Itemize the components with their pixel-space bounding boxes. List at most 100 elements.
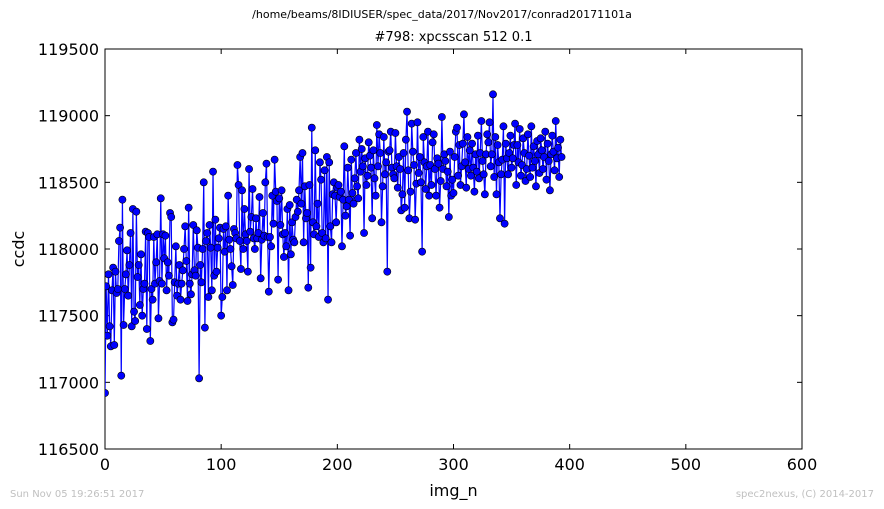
- data-point: [261, 178, 270, 187]
- data-point: [489, 90, 497, 99]
- data-point: [418, 247, 427, 256]
- data-point: [311, 146, 320, 155]
- data-point: [541, 127, 550, 136]
- y-tick-label: 116500: [38, 440, 99, 459]
- data-point: [338, 242, 346, 251]
- data-point: [391, 129, 400, 137]
- data-point: [381, 170, 389, 179]
- data-point: [336, 187, 345, 196]
- data-point: [316, 158, 324, 167]
- data-point: [115, 237, 123, 245]
- data-point: [408, 147, 417, 156]
- data-point: [116, 223, 124, 232]
- data-point: [550, 166, 559, 175]
- data-point: [419, 133, 428, 141]
- data-point: [371, 191, 380, 200]
- data-point: [214, 234, 223, 243]
- data-point: [303, 209, 312, 217]
- data-point: [262, 159, 271, 168]
- data-point: [324, 295, 332, 304]
- data-point: [204, 293, 213, 301]
- data-point: [557, 153, 566, 161]
- data-point: [428, 138, 437, 147]
- data-point: [171, 242, 180, 251]
- data-point: [399, 149, 408, 157]
- data-point: [191, 271, 200, 280]
- data-point: [379, 133, 388, 141]
- data-point: [413, 118, 422, 127]
- data-point: [111, 267, 120, 276]
- data-point: [142, 325, 151, 333]
- data-point: [146, 337, 155, 345]
- data-point: [198, 245, 207, 253]
- x-tick-label: 500: [671, 455, 702, 474]
- data-point: [513, 141, 522, 149]
- data-point: [306, 263, 315, 272]
- data-point: [542, 175, 551, 184]
- data-point: [410, 161, 418, 169]
- data-point: [485, 118, 494, 127]
- data-point: [453, 123, 461, 132]
- data-point: [267, 242, 276, 251]
- data-point: [105, 389, 109, 397]
- y-axis-label: ccdc: [9, 231, 28, 268]
- data-point: [496, 214, 504, 223]
- data-point: [417, 178, 425, 187]
- data-point: [304, 283, 313, 292]
- data-point: [213, 243, 222, 252]
- data-point: [152, 258, 161, 267]
- data-point: [508, 154, 517, 163]
- data-point: [536, 134, 545, 143]
- data-point: [398, 190, 407, 199]
- data-point: [181, 222, 190, 231]
- data-point: [240, 205, 249, 213]
- data-point: [526, 173, 535, 181]
- data-point: [295, 186, 303, 195]
- data-point: [239, 245, 248, 253]
- data-point: [134, 261, 143, 269]
- data-point: [516, 171, 525, 180]
- data-point: [242, 237, 251, 245]
- data-point: [178, 266, 187, 275]
- x-tick-label: 600: [787, 455, 818, 474]
- data-point: [279, 253, 288, 261]
- data-point: [307, 123, 316, 132]
- data-point: [368, 214, 377, 223]
- data-point: [200, 323, 209, 332]
- data-point: [341, 211, 350, 220]
- series-layer: [105, 90, 566, 397]
- data-point: [211, 215, 220, 224]
- data-point: [130, 307, 138, 316]
- data-point: [233, 161, 242, 169]
- data-point: [313, 199, 322, 208]
- data-point: [120, 285, 129, 293]
- data-point: [167, 213, 176, 221]
- data-point: [523, 130, 532, 139]
- data-point: [556, 135, 565, 144]
- data-point: [113, 285, 122, 293]
- data-point: [192, 226, 201, 235]
- data-point: [235, 237, 244, 245]
- data-point: [480, 190, 489, 199]
- data-point: [360, 229, 368, 237]
- data-point: [334, 181, 343, 189]
- chart-title: #798: xpcsscan 512 0.1: [374, 30, 533, 45]
- data-point: [177, 279, 186, 288]
- data-point: [298, 149, 307, 157]
- data-point: [105, 331, 112, 340]
- data-point: [140, 279, 149, 288]
- data-point: [131, 317, 140, 325]
- data-point: [221, 222, 230, 231]
- data-point: [406, 187, 415, 196]
- figure-suptitle: /home/beams/8IDIUSER/spec_data/2017/Nov2…: [252, 8, 632, 21]
- data-point: [164, 271, 173, 280]
- data-point: [117, 371, 126, 380]
- data-point: [427, 181, 436, 189]
- data-point: [483, 130, 492, 139]
- data-point: [528, 163, 537, 172]
- data-point: [203, 229, 212, 237]
- data-point: [472, 167, 481, 176]
- data-point: [530, 157, 539, 165]
- data-point: [312, 222, 321, 231]
- data-point: [539, 165, 547, 173]
